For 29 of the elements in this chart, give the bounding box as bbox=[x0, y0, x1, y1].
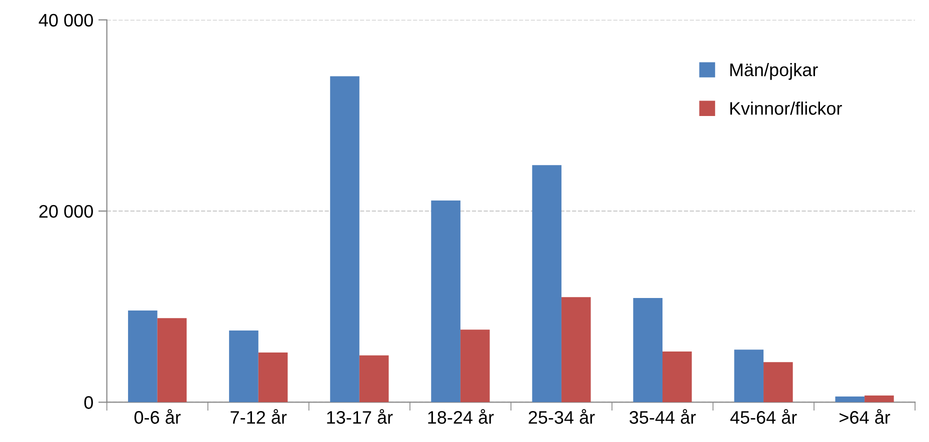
bar bbox=[258, 352, 288, 402]
bar bbox=[764, 362, 793, 402]
bar bbox=[532, 165, 562, 402]
bar bbox=[128, 310, 158, 402]
bar bbox=[734, 350, 764, 402]
bar bbox=[229, 330, 258, 402]
bar bbox=[835, 396, 865, 402]
x-tick-label: 13-17 år bbox=[327, 409, 393, 424]
legend-label: Män/pojkar bbox=[730, 63, 818, 80]
bar bbox=[157, 318, 187, 402]
x-tick-label: 45-64 år bbox=[730, 409, 797, 424]
bar bbox=[662, 352, 692, 402]
bar bbox=[561, 297, 591, 402]
bar bbox=[330, 76, 360, 402]
y-tick-label: 20 000 bbox=[39, 204, 93, 218]
x-tick-label: 35-44 år bbox=[630, 409, 696, 424]
x-tick-label: 0-6 år bbox=[134, 409, 181, 424]
x-tick-label: 7-12 år bbox=[230, 409, 287, 424]
y-tick-label: 40 000 bbox=[38, 14, 93, 27]
x-tick-label: 25-34 år bbox=[528, 409, 595, 424]
legend-label: Kvinnor/flickor bbox=[730, 102, 842, 115]
bar bbox=[431, 200, 460, 402]
bar bbox=[864, 396, 894, 402]
x-tick-label: >64 år bbox=[840, 409, 890, 424]
bar bbox=[359, 355, 389, 402]
bar bbox=[633, 298, 662, 402]
bar bbox=[460, 330, 490, 402]
x-tick-label: 18-24 år bbox=[428, 409, 494, 424]
y-tick-label: 0 bbox=[84, 396, 93, 409]
